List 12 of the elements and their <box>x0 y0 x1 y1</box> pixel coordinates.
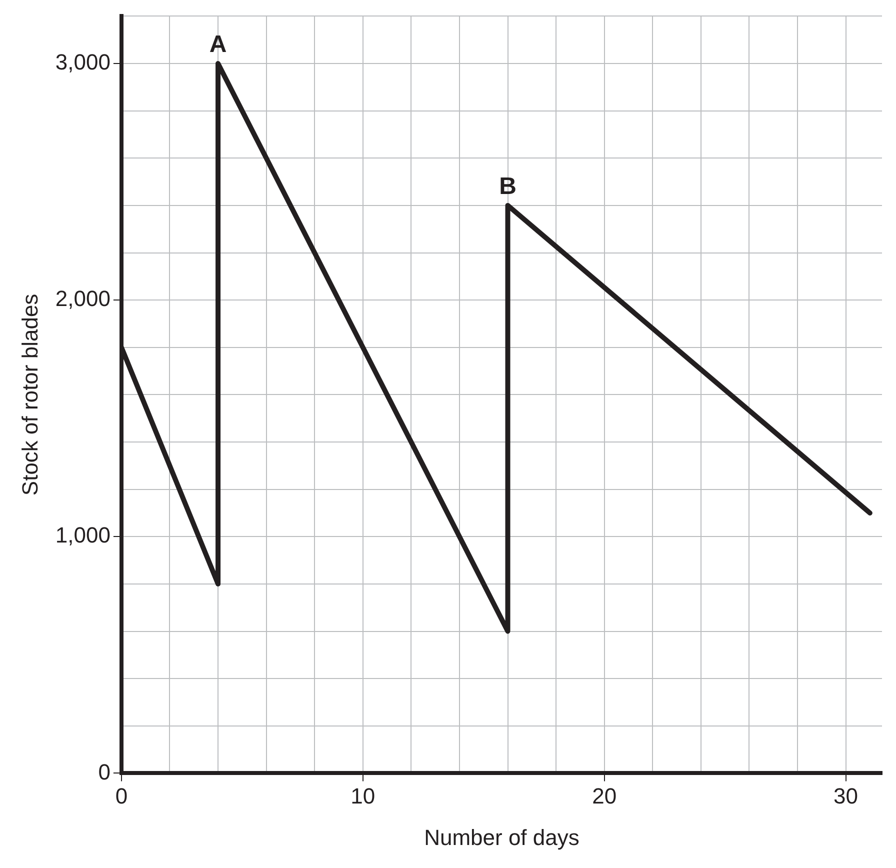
y-tick-label: 3,000 <box>55 50 110 75</box>
y-tick-label: 1,000 <box>55 522 110 548</box>
y-axis-title: Stock of rotor blades <box>17 294 42 496</box>
y-tick-label: 2,000 <box>55 286 110 312</box>
annotation: A <box>209 31 227 58</box>
x-axis-title: Number of days <box>424 824 580 850</box>
x-tick-label: 10 <box>350 783 376 808</box>
x-tick-label: 20 <box>592 783 617 808</box>
y-tick-label: 0 <box>98 759 110 784</box>
x-tick-label: 30 <box>834 783 858 808</box>
x-tick-label: 0 <box>115 783 128 808</box>
annotation: B <box>499 173 516 200</box>
